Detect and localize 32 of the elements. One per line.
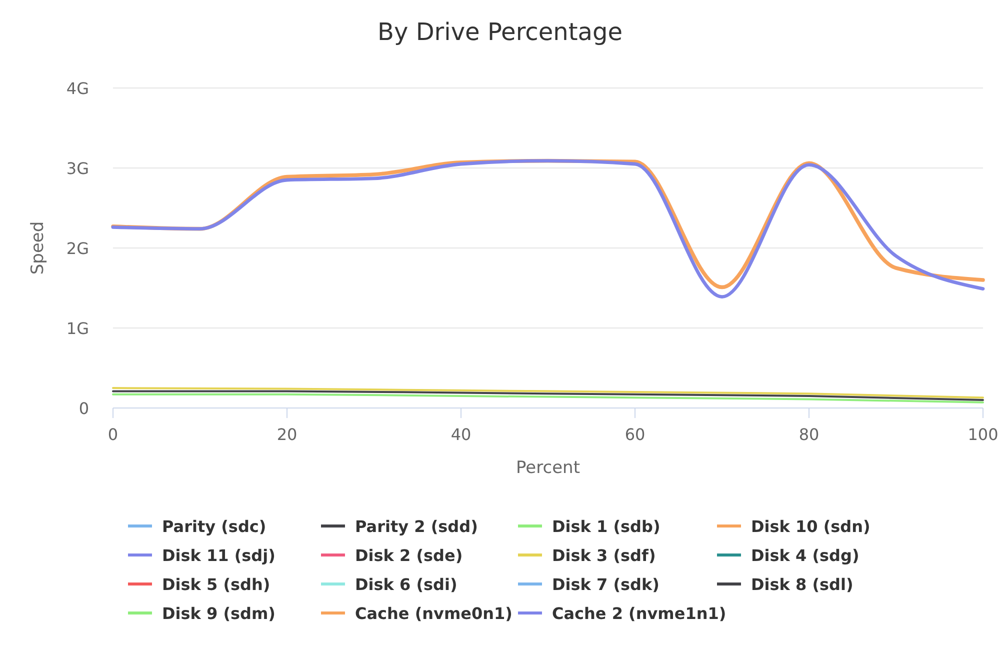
- legend-label: Disk 4 (sdg): [751, 546, 860, 565]
- legend-label: Disk 9 (sdm): [162, 604, 276, 623]
- legend-label: Disk 5 (sdh): [162, 575, 270, 594]
- legend-label: Disk 3 (sdf): [552, 546, 656, 565]
- legend-label: Cache (nvme0n1): [355, 604, 512, 623]
- legend-label: Disk 8 (sdl): [751, 575, 854, 594]
- x-tick-label: 100: [968, 425, 998, 444]
- x-tick-label: 20: [276, 425, 298, 444]
- legend-label: Parity 2 (sdd): [355, 517, 478, 536]
- y-tick-label: 0: [78, 399, 89, 418]
- legend-label: Parity (sdc): [162, 517, 266, 536]
- legend-label: Disk 1 (sdb): [552, 517, 660, 536]
- line-series: [112, 387, 984, 399]
- y-axis-title: Speed: [28, 221, 48, 275]
- legend-label: Disk 11 (sdj): [162, 546, 276, 565]
- x-tick-label: 80: [798, 425, 820, 444]
- y-tick-label: 1G: [66, 319, 89, 338]
- x-axis-title: Percent: [516, 458, 580, 478]
- legend-label: Cache 2 (nvme1n1): [552, 604, 726, 623]
- chart-title: By Drive Percentage: [378, 18, 622, 46]
- x-tick-label: 0: [108, 425, 118, 444]
- legend-label: Disk 7 (sdk): [552, 575, 660, 594]
- line-series: [112, 390, 984, 401]
- x-tick-label: 60: [624, 425, 646, 444]
- y-tick-label: 4G: [66, 79, 89, 98]
- legend-label: Disk 10 (sdn): [751, 517, 870, 536]
- y-tick-label: 3G: [66, 159, 89, 178]
- legend-label: Disk 2 (sde): [355, 546, 463, 565]
- x-tick-label: 40: [450, 425, 472, 444]
- line-series: [112, 393, 984, 404]
- y-tick-label: 2G: [66, 239, 89, 258]
- legend-label: Disk 6 (sdi): [355, 575, 458, 594]
